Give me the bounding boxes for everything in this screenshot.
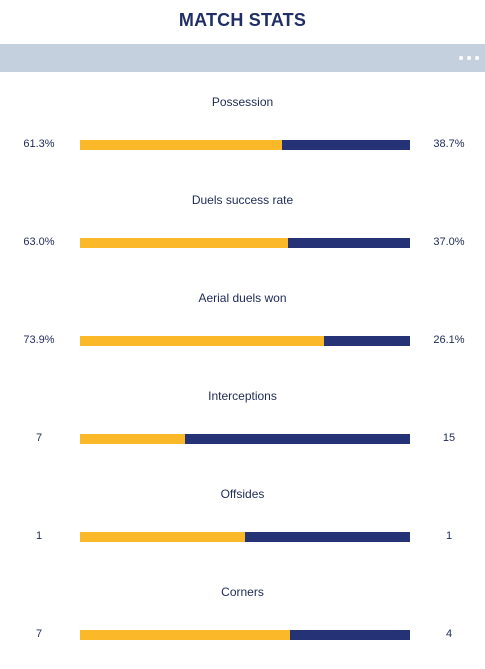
comparison-bar [80,630,410,640]
away-value: 38.7% [433,138,465,150]
more-dot-icon [475,56,479,60]
away-value: 26.1% [433,334,465,346]
away-value: 37.0% [433,236,465,248]
comparison-bar [80,140,410,150]
stat-row-aerial-duels-won: Aerial duels won 73.9% 26.1% [0,291,485,351]
stat-row-offsides: Offsides 1 1 [0,487,485,547]
more-dot-icon [459,56,463,60]
comparison-bar [80,532,410,542]
home-value: 1 [35,530,43,542]
home-bar-fill [80,238,288,248]
home-bar-fill [80,336,324,346]
comparison-bar [80,434,410,444]
away-value: 15 [442,432,456,444]
home-value: 61.3% [23,138,55,150]
home-value: 73.9% [23,334,55,346]
home-value: 7 [35,432,43,444]
stat-row-duels-success-rate: Duels success rate 63.0% 37.0% [0,193,485,253]
away-value: 4 [445,628,453,640]
home-bar-fill [80,140,283,150]
home-bar-fill [80,434,185,444]
home-value: 7 [35,628,43,640]
stat-label: Aerial duels won [198,291,287,305]
stat-label: Possession [211,95,274,109]
page-title: MATCH STATS [178,10,307,30]
home-bar-fill [80,630,290,640]
comparison-bar [80,336,410,346]
away-value: 1 [445,530,453,542]
more-options-button[interactable] [459,52,479,64]
stat-row-possession: Possession 61.3% 38.7% [0,95,485,155]
stat-row-corners: Corners 7 4 [0,585,485,645]
home-bar-fill [80,532,245,542]
comparison-bar [80,238,410,248]
stat-label: Duels success rate [191,193,294,207]
stat-row-interceptions: Interceptions 7 15 [0,389,485,449]
header-bar [0,44,485,72]
more-dot-icon [467,56,471,60]
home-value: 63.0% [23,236,55,248]
stat-label: Corners [221,585,264,599]
stat-label: Interceptions [208,389,277,403]
stat-label: Offsides [220,487,265,501]
